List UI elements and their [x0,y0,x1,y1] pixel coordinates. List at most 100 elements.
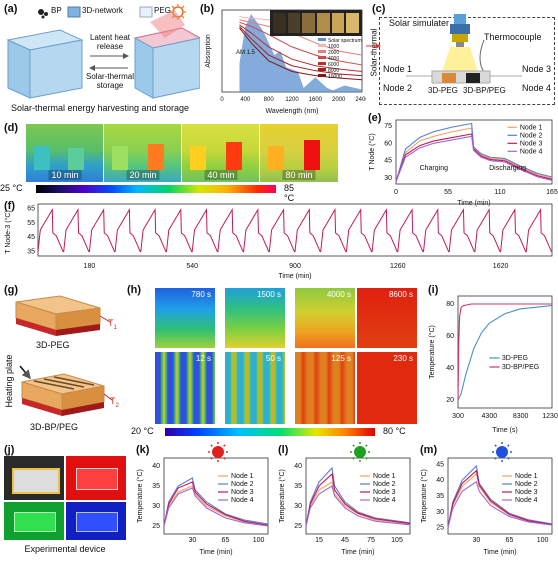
ytick-l-3: 40 [294,463,302,470]
xlabel-f: Time (min) [278,273,311,280]
xlabel-k: Time (min) [199,549,232,556]
latent-heat-text: Latent heat release [89,33,131,51]
legend-l-2: Node 3 [373,489,396,496]
legend-peg: PEG [154,6,171,15]
series-line-node-3 [447,469,553,528]
ytick-f-1: 45 [27,234,35,241]
ytick-l-2: 35 [294,483,302,490]
panel-f-label: (f) [4,200,15,212]
node-1-label: Node 1 [383,64,413,74]
panel-d-label: (d) [4,122,19,134]
xtick-m-0: 30 [472,537,480,544]
xtick-f-0: 180 [84,263,96,270]
light-bulb-icon [208,442,228,462]
ytick-k-3: 40 [152,463,160,470]
xlabel-m: Time (min) [483,549,516,556]
xtick-b-2: 800 [264,97,275,103]
legend-swatch-b-3 [318,56,326,59]
xtick-e-2: 110 [494,189,505,196]
legend-swatch-b-2 [318,50,326,53]
legend-l-1: Node 2 [373,481,396,488]
map-50s: 50 s [225,352,285,424]
plot-frame [447,457,553,535]
colorbar-max: 85 °C [284,183,295,203]
panel-h-label: (h) [127,284,142,296]
peg-sample-label: 3D-PEG [36,340,70,350]
xtick-i-2: 8300 [513,413,529,420]
peg-icon [139,6,153,18]
legend-3d-network: 3D-network [82,6,123,15]
thermal-10min: 10 min [25,123,105,183]
ylabel-i: Temperature (°C) [428,325,436,379]
ytick-l-0: 25 [294,523,302,530]
label-4000s: 4000 s [326,290,351,299]
legend-m-1: Node 2 [515,481,538,488]
series-line-node-4 [395,135,553,182]
thermal-40min: 40 min [181,123,261,183]
label-125s: 125 s [331,354,351,363]
xtick-k-1: 65 [222,537,230,544]
ylabel-f: T Node-3 (°C) [4,210,12,254]
panel-k-label: (k) [136,444,150,456]
t1-sub: 1 [113,324,117,331]
series-line-node-1 [447,472,553,528]
map-4000s: 4000 s [295,288,355,348]
label-50s: 50 s [265,354,281,363]
peg-sample [442,73,456,83]
ytick-l-1: 30 [294,503,302,510]
ylabel-k: Temperature (°C) [136,469,144,523]
legend-b-5: 8000 [328,68,339,74]
simulator-text: Solar simulater [389,18,450,28]
xtick-f-3: 1260 [390,263,406,270]
panel-l-label: (l) [278,444,289,456]
thermal-20min: 20 min [103,123,183,183]
series-line-8000 [239,26,363,77]
ytick-m-4: 45 [436,461,444,468]
time-40min: 40 min [204,170,238,180]
sample-bppeg-label: 3D-BP/PEG [463,86,506,95]
heating-illustration [15,295,113,416]
setup-box [379,17,555,105]
legend-k-1: Node 2 [231,481,254,488]
bp-icon [38,9,44,15]
label-12s: 12 s [195,354,211,363]
xtick-e-1: 55 [444,189,452,196]
storage-text: Solar-thermal storage [86,72,135,90]
legend-e-1: Node 2 [520,132,543,139]
xtick-m-1: 65 [506,537,514,544]
light-bulb-icon [492,442,512,462]
series-line-node-4 [305,485,411,527]
heating-plate-label: Heating plate [4,354,14,408]
3d-network-icon [67,6,81,18]
panel-b-label: (b) [200,3,215,15]
ytick-i-2: 60 [446,333,454,340]
legend-b-2: 2000 [328,50,339,56]
colorbar-min: 25 °C [0,183,23,193]
legend-b-6: 10000 [328,74,342,80]
panel-c-label: (c) [372,3,386,15]
ytick-i-1: 40 [446,365,454,372]
panel-d: (d) 10 min 20 min 40 min 80 min 25 °C 85… [0,120,339,203]
label-780s: 780 s [191,290,211,299]
xtick-b-4: 1600 [309,97,323,103]
panel-e: (e) 0 55 110 165 30 45 60 75 Time (min) T Node (°… [364,110,558,210]
series-line-node-1 [163,485,269,527]
cube-right [133,10,200,99]
legend-e-0: Node 1 [520,124,543,131]
panel-c: (c) Solar-thermal Solar simulater Thermo… [366,0,558,110]
colorbar-h [165,428,375,436]
colorbar-h-max: 80 °C [383,426,406,436]
map-780s: 780 s [155,288,215,348]
panel-m-label: (m) [420,444,438,456]
photo-green-light [4,502,64,540]
panel-e-label: (e) [368,112,382,124]
simulator-lamp-icon [450,14,470,47]
legend-l-3: Node 4 [373,497,396,504]
xtick-b-1: 400 [240,97,251,103]
xtick-f-4: 1620 [493,263,509,270]
ytick-f-3: 65 [27,205,35,212]
xtick-l-1: 45 [341,537,349,544]
xtick-k-0: 30 [188,537,196,544]
photo-blue-light [66,502,126,540]
ytick-k-2: 35 [152,483,160,490]
